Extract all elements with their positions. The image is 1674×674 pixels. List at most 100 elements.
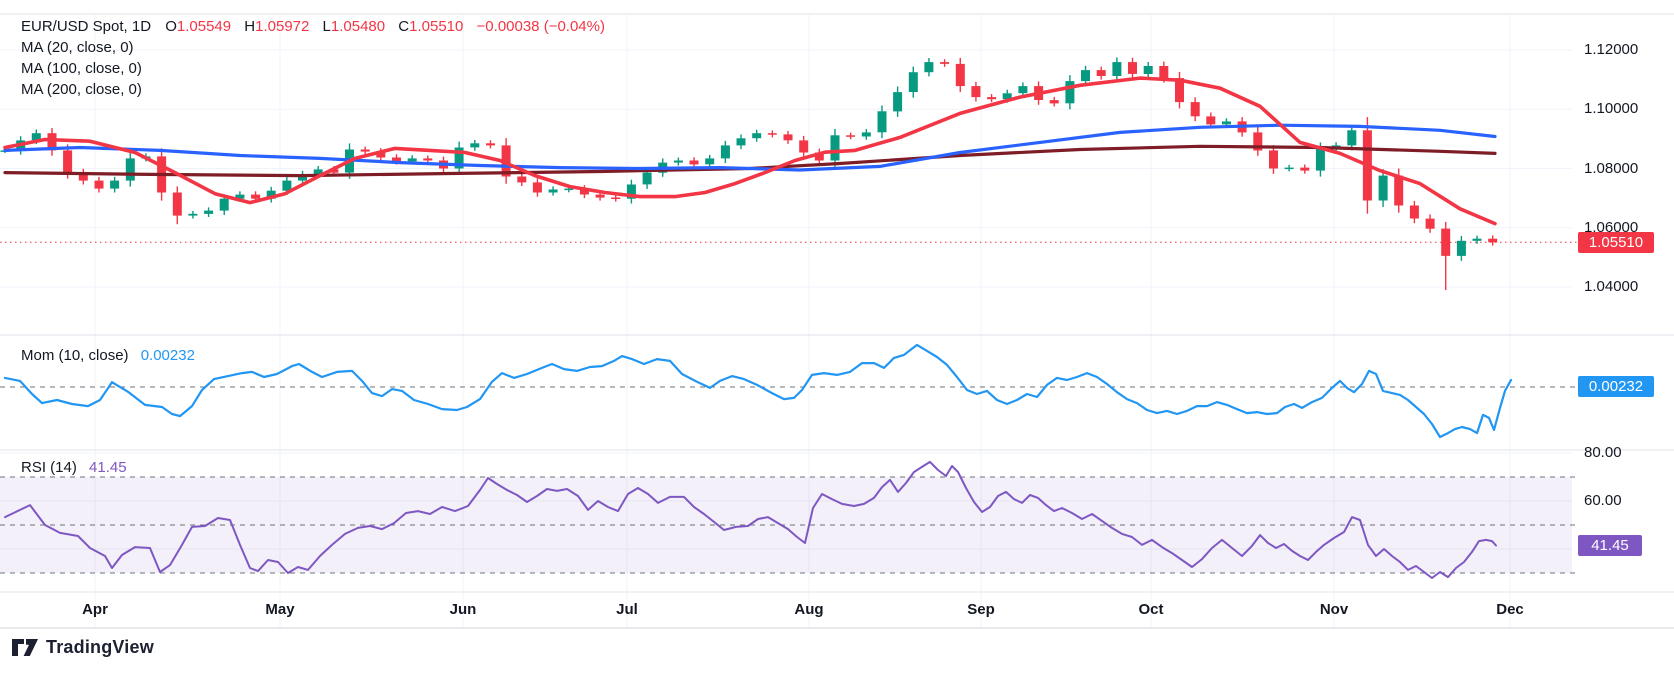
candle-body (814, 152, 824, 161)
x-axis-label-oct: Oct (1138, 601, 1164, 618)
candle-body (454, 147, 464, 169)
candle-body (689, 160, 699, 165)
candle-body (767, 133, 777, 135)
price-tick-label: 1.04000 (1584, 278, 1639, 295)
candle-body (1049, 100, 1059, 104)
candle-body (1143, 66, 1153, 74)
candle-body (908, 72, 918, 92)
candle-body (392, 157, 401, 162)
candle-body (877, 111, 887, 133)
rsi-badge: 41.45 (1578, 535, 1642, 556)
candle-body (799, 140, 809, 153)
rsi-legend[interactable]: RSI (14) 41.45 (21, 459, 127, 476)
candle-body (125, 158, 135, 181)
high-label: H (244, 18, 256, 35)
indicator-ma200[interactable]: MA (200, close, 0) (21, 81, 142, 98)
candle-body (673, 160, 683, 163)
candle-body (1175, 78, 1184, 103)
x-axis-label-jul: Jul (616, 601, 638, 618)
candle-body (1456, 240, 1466, 256)
price-tick-label: 1.10000 (1584, 100, 1639, 118)
candle-body (987, 97, 997, 100)
x-axis-label-apr: Apr (82, 601, 108, 618)
indicator-ma20[interactable]: MA (20, close, 0) (21, 39, 134, 56)
candle-body (235, 194, 245, 199)
candle-body (63, 150, 73, 173)
candle-body (188, 213, 198, 216)
momentum-line[interactable] (3, 343, 1513, 439)
candle-body (1128, 62, 1137, 74)
candle-body (830, 135, 840, 161)
x-axis-label-nov: Nov (1319, 601, 1349, 618)
indicator-ma100[interactable]: MA (100, close, 0) (21, 60, 142, 77)
candle-body (486, 143, 495, 146)
candle-body (1112, 62, 1122, 76)
candle-body (1253, 132, 1263, 151)
candle-body (1284, 167, 1294, 170)
candle-body (595, 194, 605, 198)
candle-body (720, 145, 730, 159)
candle-body (532, 182, 542, 193)
candle-body (1065, 81, 1075, 104)
candle-body (705, 158, 715, 165)
candle-body (626, 184, 636, 199)
candle-body (1269, 150, 1278, 169)
candle-body (1409, 205, 1419, 219)
candle-body (298, 174, 307, 181)
candle-body (1096, 70, 1106, 76)
momentum-legend[interactable]: Mom (10, close) 0.00232 (21, 347, 195, 364)
candle-body (204, 210, 214, 214)
candle-body (924, 62, 934, 73)
candle-body (1472, 238, 1482, 241)
candle-body (548, 189, 558, 193)
symbol-title[interactable]: EUR/USD Spot, 1D (21, 18, 152, 35)
candle-body (172, 192, 182, 216)
close-value: 1.05510 (409, 18, 464, 35)
candle-body (1222, 121, 1231, 125)
candle-body (313, 169, 323, 175)
candle-body (564, 188, 574, 191)
ma100-line[interactable] (3, 123, 1497, 172)
candle-body (1018, 86, 1028, 94)
candle-body (611, 197, 621, 199)
candle-body (783, 134, 793, 141)
candle-body (1190, 102, 1200, 117)
candle-body (423, 158, 433, 161)
candle-body (94, 180, 104, 189)
candle-body (282, 180, 292, 191)
symbol-row[interactable]: EUR/USD Spot, 1D O1.05549 H1.05972 L1.05… (21, 16, 605, 37)
x-axis-label-jun: Jun (449, 601, 477, 618)
candle-body (1441, 228, 1451, 256)
candle-body (1081, 70, 1090, 82)
candle-body (861, 132, 871, 137)
change-value: −0.00038 (−0.04%) (476, 18, 605, 35)
candle-body (266, 190, 276, 199)
rsi-label: RSI (14) (21, 459, 77, 476)
rsi-band (0, 477, 1572, 573)
candle-body (642, 172, 652, 185)
candle-body (251, 194, 261, 199)
candle-body (1347, 130, 1357, 146)
candle-body (736, 138, 746, 146)
tradingview-logo[interactable]: TradingView (12, 637, 154, 658)
rsi-tick-label: 80.00 (1584, 444, 1622, 461)
open-label: O (165, 18, 177, 35)
candle-body (407, 158, 417, 162)
rsi-tick-label: 60.00 (1584, 492, 1622, 509)
x-axis-label-dec: Dec (1496, 601, 1524, 618)
candle-body (501, 145, 511, 177)
candle-body (846, 135, 856, 137)
candle-body (940, 62, 950, 64)
candle-body (329, 169, 339, 173)
ma20-line[interactable] (3, 76, 1497, 226)
candle-body (1159, 66, 1169, 79)
candle-body (1002, 93, 1012, 100)
tradingview-logo-text: TradingView (46, 637, 154, 657)
candle-body (470, 143, 480, 148)
close-label: C (398, 18, 410, 35)
candle-body (219, 198, 229, 211)
price-tick-label: 1.06000 (1584, 218, 1639, 236)
rsi-line[interactable] (4, 460, 1497, 579)
